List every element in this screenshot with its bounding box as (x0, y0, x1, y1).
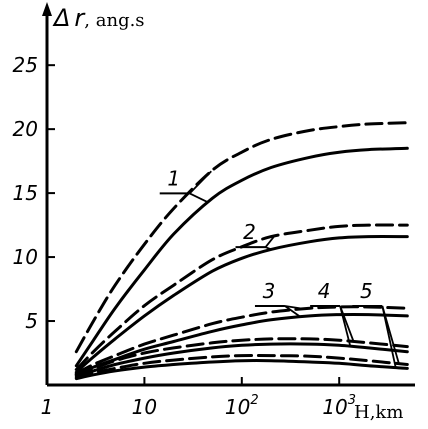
series-line-5-dashed (74, 353, 409, 379)
y-tick-label: 10 (13, 245, 38, 269)
series-group (74, 121, 409, 381)
series-line-2-solid (74, 235, 409, 374)
curve-label-leader-1 (189, 192, 209, 204)
x-tick-label: 102 (225, 393, 259, 419)
series-line-4-solid (74, 342, 409, 378)
y-axis-label-symbol: Δ (52, 4, 70, 32)
curve-label-1: 1 (167, 166, 180, 190)
curve-label-leader-3 (284, 305, 304, 310)
y-tick-label: 20 (13, 117, 38, 141)
curve-label-3: 3 (263, 279, 276, 303)
series-line-5-solid (74, 359, 409, 381)
y-tick-label: 5 (25, 309, 38, 333)
annotation-group: 1 2 3 4 5 (159, 166, 400, 368)
curve-label-leader-1 (189, 170, 212, 195)
series-line-1-dashed (74, 121, 409, 354)
curve-label-leader-3 (284, 305, 301, 318)
curve-label-2: 2 (243, 220, 256, 244)
series-line-1-solid (74, 146, 409, 368)
curve-label-leader-4 (339, 305, 355, 342)
series-line-4-dashed (74, 337, 409, 377)
curve-label-leader-2 (264, 235, 276, 248)
x-tick-label: 1 (41, 395, 54, 419)
y-axis-label-unit: , ang.s (84, 10, 144, 31)
x-axis-label: H,km (354, 402, 403, 423)
curve-label-4: 4 (318, 279, 331, 303)
series-line-2-dashed (74, 223, 409, 372)
y-ticks: 5 10 15 20 25 (13, 53, 55, 333)
y-axis-arrowhead (42, 2, 52, 16)
curve-label-5: 5 (360, 279, 373, 303)
y-tick-label: 15 (13, 181, 38, 205)
chart-axes (42, 2, 415, 387)
y-axis-label-variable: r (74, 4, 86, 32)
x-tick-label: 103 (322, 393, 356, 419)
x-ticks: 1 10 102 103 (41, 377, 356, 419)
x-tick-label: 10 (132, 395, 157, 419)
series-line-3-dashed (74, 305, 409, 375)
curve-label-leader-5 (381, 305, 400, 364)
y-tick-label: 25 (13, 53, 38, 77)
curve-label-leader-2 (265, 246, 272, 251)
